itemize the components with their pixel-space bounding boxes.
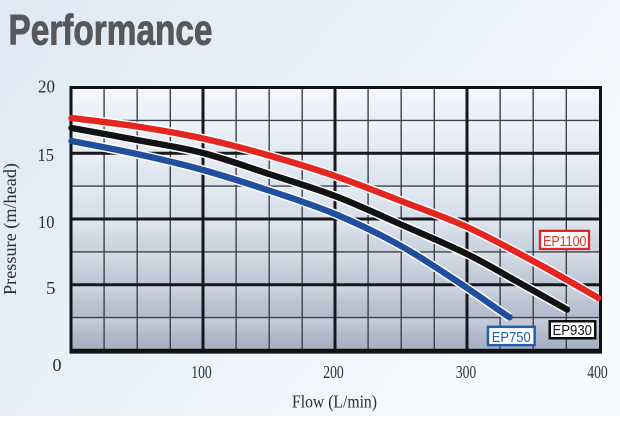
svg-text:Flow (L/min): Flow (L/min)	[292, 392, 377, 413]
svg-text:15: 15	[38, 145, 55, 165]
svg-text:100: 100	[191, 362, 212, 382]
svg-text:EP1100: EP1100	[543, 233, 587, 250]
svg-text:300: 300	[456, 362, 477, 382]
svg-text:400: 400	[587, 362, 608, 382]
svg-text:10: 10	[38, 212, 55, 232]
svg-text:0: 0	[53, 355, 62, 375]
svg-text:EP930: EP930	[553, 322, 593, 339]
svg-text:20: 20	[38, 77, 55, 97]
svg-text:200: 200	[323, 362, 344, 382]
svg-text:5: 5	[46, 278, 56, 298]
svg-text:Performance: Performance	[9, 7, 213, 55]
svg-text:EP750: EP750	[492, 329, 531, 346]
svg-text:Pressure (m/head): Pressure (m/head)	[0, 163, 21, 295]
